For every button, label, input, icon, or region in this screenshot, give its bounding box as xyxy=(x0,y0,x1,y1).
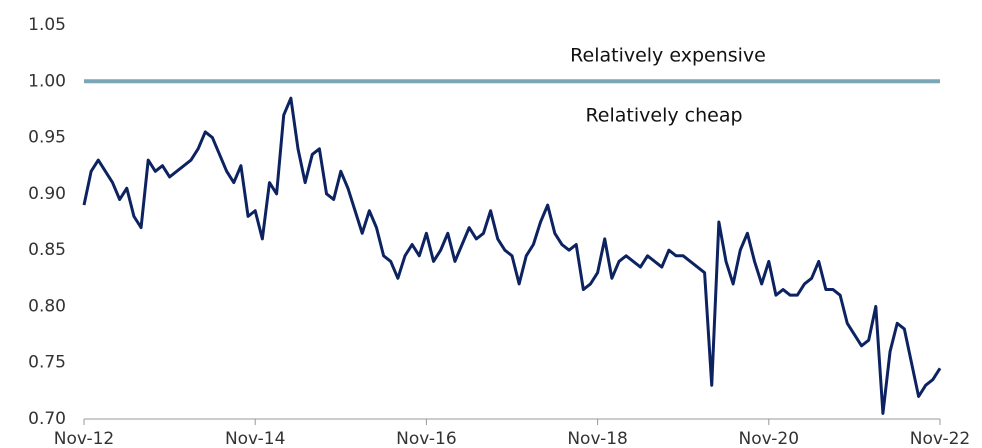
data-line xyxy=(82,96,942,415)
y-tick-label: 1.00 xyxy=(28,71,66,91)
annotation: Relatively cheap xyxy=(585,105,742,127)
y-tick-label: 1.05 xyxy=(28,15,66,35)
x-tick-label: Nov-20 xyxy=(739,429,800,448)
x-tick-label: Nov-14 xyxy=(225,429,286,448)
y-tick-label: 0.90 xyxy=(28,184,66,204)
y-tick-label: 0.80 xyxy=(28,296,66,316)
x-tick-label: Nov-12 xyxy=(54,429,115,448)
y-tick-label: 0.75 xyxy=(28,353,66,373)
y-tick-label: 0.95 xyxy=(28,128,66,148)
x-tick-label: Nov-22 xyxy=(910,429,971,448)
x-tick-label: Nov-16 xyxy=(396,429,457,448)
annotation: Relatively expensive xyxy=(570,45,766,67)
y-tick-label: 0.70 xyxy=(28,409,66,429)
x-tick-label: Nov-18 xyxy=(567,429,628,448)
y-tick-label: 0.85 xyxy=(28,240,66,260)
